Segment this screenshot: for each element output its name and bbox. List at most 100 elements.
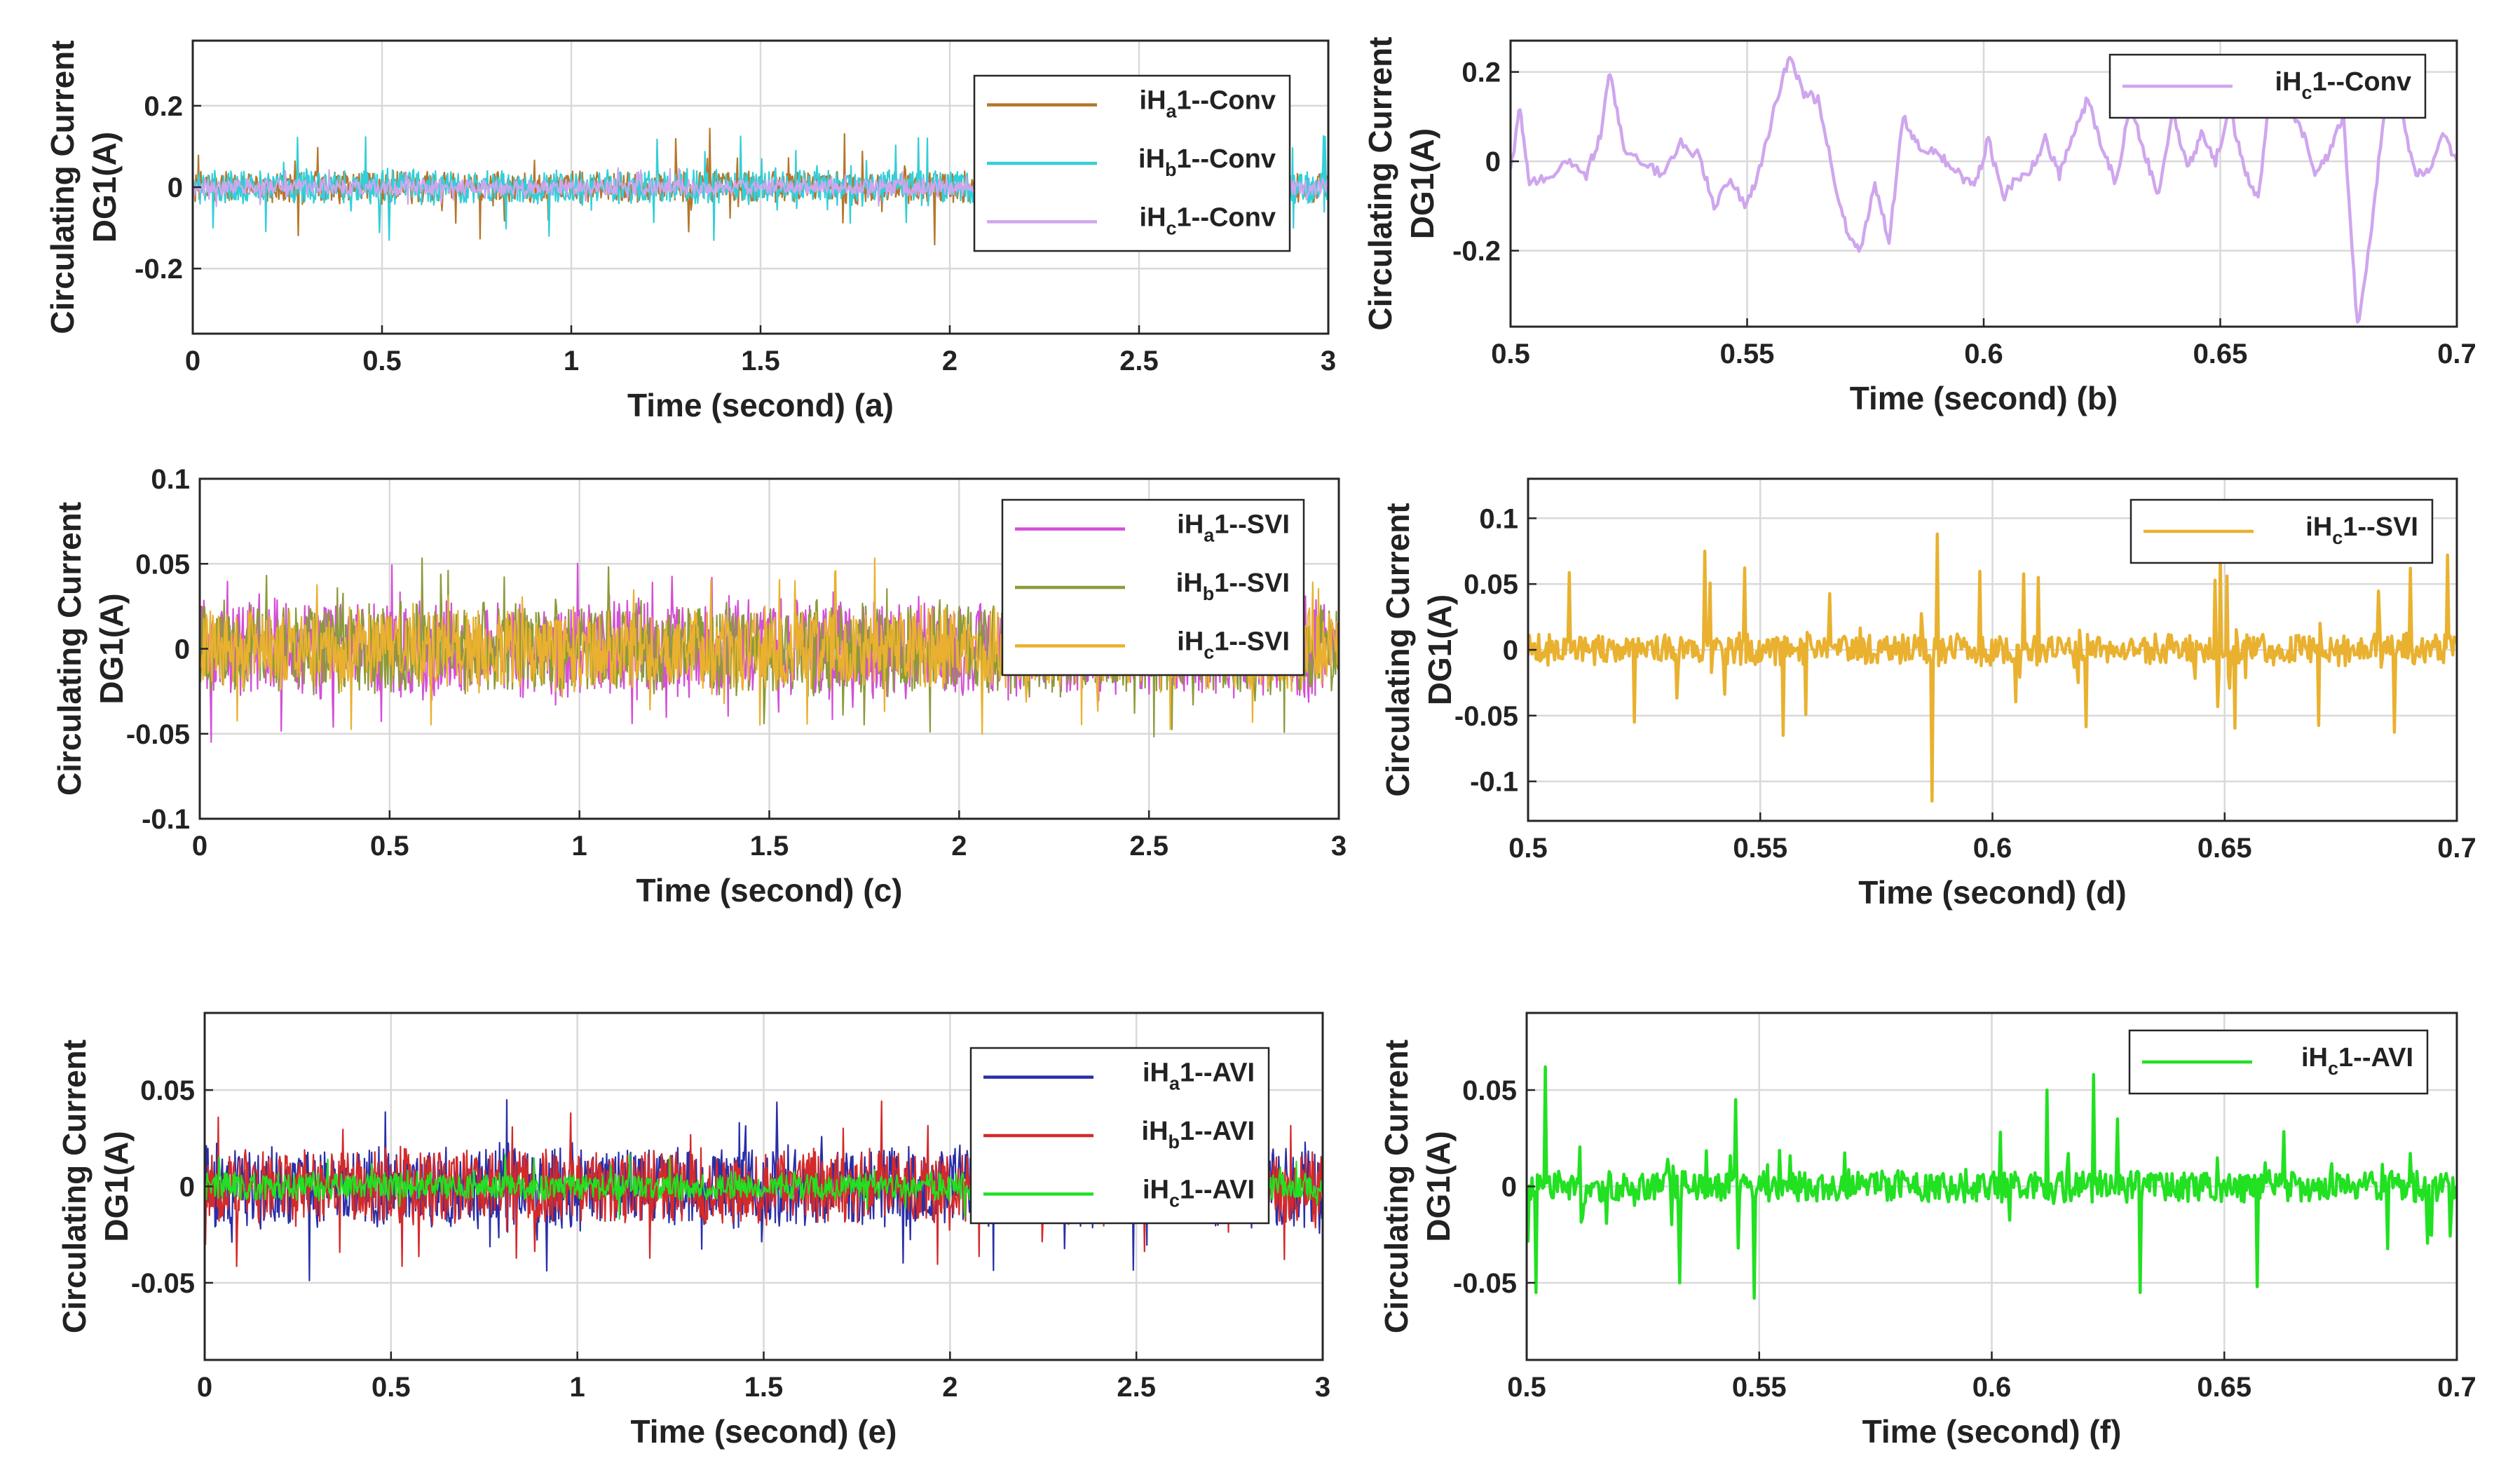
x-tick-label: 2.5: [1129, 831, 1168, 862]
x-tick-label: 0.65: [2193, 339, 2248, 369]
legend-entry-label: iHc1--AVI: [2301, 1043, 2413, 1079]
x-tick-label: 0.5: [362, 346, 402, 376]
series-line-iHc1--Conv: [1511, 55, 2457, 324]
series-line-iHc1--SVI: [1528, 532, 2457, 803]
x-tick-label: 0.5: [1507, 1372, 1546, 1403]
y-axis-label-line: Circulating Current: [51, 502, 88, 796]
y-tick-label: -0.2: [1452, 236, 1501, 267]
y-axis-label-line: Circulating Current: [44, 40, 81, 334]
y-tick-label: 0.2: [1461, 57, 1501, 88]
chart-panel-d: 0.5 0.55 0.6 0.65 0.7 -0.1 -0.05 0 0.05 0.1 Time (…: [1379, 477, 2476, 911]
x-tick-label: 0.7: [2437, 833, 2476, 864]
y-tick-label: 0: [168, 172, 183, 203]
x-tick-label: 0: [197, 1372, 212, 1403]
chart-panel-b: 0.5 0.55 0.6 0.65 0.7 -0.2 0 0.2 Time (second) (…: [1362, 36, 2476, 416]
x-tick-label: 0.65: [2197, 833, 2252, 864]
x-tick-label: 1.5: [744, 1372, 784, 1403]
series-line-iHc1--AVI: [1527, 1065, 2457, 1300]
legend-entry-label: iHc1--Conv: [2275, 67, 2411, 103]
x-tick-label: 0: [185, 346, 200, 376]
y-tick-label: 0.05: [1464, 569, 1518, 600]
x-tick-label: 0.5: [1491, 339, 1530, 369]
x-axis-label: Time (second) (a): [627, 387, 894, 423]
x-tick-label: 0: [192, 831, 207, 862]
x-tick-label: 1: [570, 1372, 585, 1403]
legend-entry-label: iHb1--Conv: [1138, 144, 1276, 180]
x-axis-label: Time (second) (e): [631, 1413, 897, 1450]
y-tick-label: 0.05: [1462, 1075, 1517, 1106]
x-axis-label: Time (second) (b): [1850, 380, 2118, 416]
legend: iHa1--Conv iHb1--Conv iHc1--Conv: [973, 74, 1291, 252]
x-tick-label: 0.5: [370, 831, 409, 862]
y-tick-label: 0: [1503, 635, 1518, 666]
y-axis-label-line: DG1(A): [86, 132, 123, 243]
legend-entry-label: iHb1--SVI: [1176, 569, 1290, 604]
legend-entry-label: iHc1--Conv: [1140, 203, 1276, 238]
y-tick-label: 0.1: [151, 464, 190, 495]
x-tick-label: 3: [1331, 831, 1347, 862]
x-tick-label: 3: [1315, 1372, 1330, 1403]
x-tick-label: 0.7: [2437, 339, 2476, 369]
series-group: [1528, 532, 2457, 803]
x-tick-label: 3: [1321, 346, 1336, 376]
y-axis-label-line: DG1(A): [93, 593, 130, 704]
y-axis-label-line: Circulating Current: [1379, 503, 1416, 796]
x-tick-label: 1: [564, 346, 579, 376]
x-tick-label: 0.6: [1964, 339, 2003, 369]
x-tick-label: 1.5: [750, 831, 789, 862]
y-axis-label-line: Circulating Current: [1362, 36, 1398, 330]
legend-entry-label: iHc1--SVI: [1177, 627, 1290, 662]
x-tick-label: 2: [942, 346, 958, 376]
y-tick-label: -0.05: [131, 1268, 195, 1299]
chart-panel-a: 0 0.5 1 1.5 2 2.5 3 -0.2 0 0.2 Time (second) (a) Ci…: [44, 39, 1336, 423]
x-tick-label: 0.6: [1972, 1372, 2012, 1403]
x-tick-label: 0.6: [1973, 833, 2012, 864]
x-tick-label: 0.5: [372, 1372, 411, 1403]
x-tick-label: 2: [942, 1372, 958, 1403]
x-axis-label: Time (second) (f): [1862, 1413, 2122, 1450]
legend: iHc1--SVI: [2129, 498, 2434, 564]
chart-panel-e: 0 0.5 1 1.5 2 2.5 3 -0.05 0 0.05 Time (second) (e)…: [56, 1012, 1330, 1450]
y-axis-label-line: Circulating Current: [56, 1040, 93, 1333]
legend-entry-label: iHa1--AVI: [1143, 1058, 1255, 1094]
x-tick-label: 0.7: [2437, 1372, 2476, 1403]
y-tick-label: -0.05: [126, 719, 190, 750]
x-tick-label: 2: [951, 831, 967, 862]
y-tick-label: 0.05: [135, 549, 190, 580]
x-tick-label: 2.5: [1119, 346, 1159, 376]
x-tick-label: 1.5: [741, 346, 780, 376]
y-tick-label: 0: [1485, 147, 1501, 177]
legend: iHa1--AVI iHb1--AVI iHc1--AVI: [969, 1047, 1270, 1225]
y-tick-label: 0.2: [144, 91, 183, 122]
y-tick-label: -0.1: [1470, 767, 1518, 798]
x-tick-label: 0.55: [1733, 833, 1787, 864]
y-tick-label: 0: [175, 634, 190, 665]
chart-panel-c: 0 0.5 1 1.5 2 2.5 3 -0.1 -0.05 0 0.05 0.1 Time (seco…: [51, 464, 1347, 908]
chart-panel-f: 0.5 0.55 0.6 0.65 0.7 -0.05 0 0.05 Time (second)…: [1378, 1012, 2476, 1450]
y-tick-label: 0: [1501, 1172, 1517, 1203]
y-tick-label: 0.05: [140, 1075, 195, 1106]
x-tick-label: 0.65: [2197, 1372, 2251, 1403]
legend-entry-label: iHa1--SVI: [1177, 510, 1290, 546]
legend: iHa1--SVI iHb1--SVI iHc1--SVI: [1001, 498, 1305, 676]
legend-entry-label: iHb1--AVI: [1142, 1117, 1255, 1152]
x-tick-label: 1: [572, 831, 587, 862]
x-tick-label: 0.5: [1508, 833, 1548, 864]
y-axis-label-line: DG1(A): [1420, 1131, 1457, 1241]
x-tick-label: 0.55: [1732, 1372, 1787, 1403]
legend-entry-label: iHc1--SVI: [2305, 512, 2418, 548]
y-tick-label: -0.1: [142, 804, 190, 835]
y-axis-label-line: DG1(A): [98, 1131, 135, 1241]
y-tick-label: 0: [179, 1172, 195, 1203]
y-axis-label-line: DG1(A): [1404, 128, 1440, 239]
series-group: [1527, 1065, 2457, 1300]
y-axis-label-line: DG1(A): [1422, 594, 1458, 705]
y-tick-label: -0.05: [1453, 1268, 1517, 1299]
legend-entry-label: iHa1--Conv: [1140, 86, 1276, 122]
x-axis-label: Time (second) (d): [1858, 874, 2127, 911]
x-axis-label: Time (second) (c): [636, 872, 903, 908]
y-tick-label: 0.1: [1479, 503, 1518, 534]
x-tick-label: 2.5: [1117, 1372, 1156, 1403]
y-tick-label: -0.05: [1454, 701, 1518, 732]
